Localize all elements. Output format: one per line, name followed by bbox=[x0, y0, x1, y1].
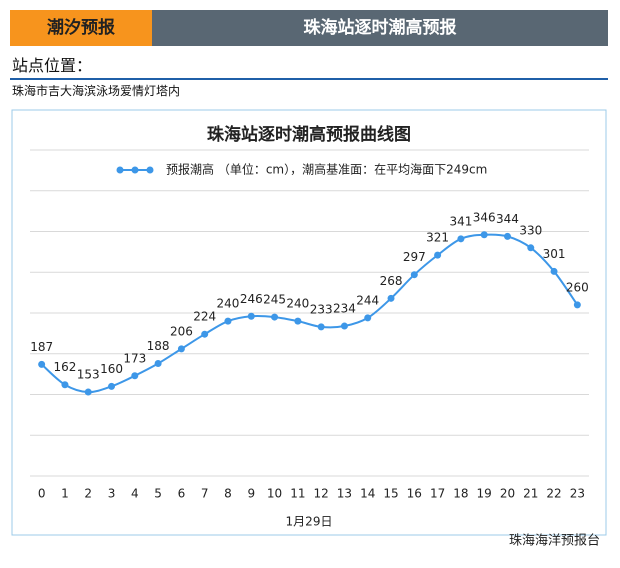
data-label: 341 bbox=[449, 214, 472, 228]
x-tick-label: 19 bbox=[477, 487, 492, 501]
x-tick-label: 4 bbox=[131, 487, 139, 501]
point bbox=[247, 312, 255, 320]
x-tick-label: 21 bbox=[523, 487, 538, 501]
data-label: 224 bbox=[193, 310, 216, 324]
x-tick-label: 13 bbox=[337, 487, 352, 501]
x-tick-label: 0 bbox=[38, 487, 46, 501]
header-title: 珠海站逐时潮高预报 bbox=[152, 10, 608, 46]
legend-marker bbox=[131, 166, 139, 174]
x-tick-label: 9 bbox=[247, 487, 255, 501]
data-label: 260 bbox=[566, 280, 589, 294]
point bbox=[108, 382, 116, 390]
point bbox=[294, 317, 302, 325]
point bbox=[154, 360, 162, 368]
point bbox=[84, 388, 92, 396]
point bbox=[271, 313, 279, 321]
x-tick-label: 10 bbox=[267, 487, 282, 501]
point bbox=[224, 317, 232, 325]
point bbox=[177, 345, 185, 353]
data-label: 162 bbox=[53, 360, 76, 374]
legend-marker bbox=[146, 166, 154, 174]
x-tick-label: 14 bbox=[360, 487, 375, 501]
point bbox=[410, 271, 418, 279]
point bbox=[527, 244, 535, 252]
data-label: 188 bbox=[147, 339, 170, 353]
point bbox=[201, 330, 209, 338]
data-label: 240 bbox=[286, 297, 309, 311]
data-label: 245 bbox=[263, 293, 286, 307]
x-tick-label: 7 bbox=[201, 487, 209, 501]
point bbox=[457, 235, 465, 243]
point bbox=[503, 232, 511, 240]
x-tick-label: 15 bbox=[383, 487, 398, 501]
data-label: 301 bbox=[543, 247, 566, 261]
x-tick-label: 18 bbox=[453, 487, 468, 501]
x-tick-label: 23 bbox=[570, 487, 585, 501]
data-label: 240 bbox=[217, 297, 240, 311]
legend-marker bbox=[116, 166, 124, 174]
data-label: 330 bbox=[519, 223, 542, 237]
data-label: 160 bbox=[100, 362, 123, 376]
data-label: 234 bbox=[333, 302, 356, 316]
station-label: 站点位置： bbox=[12, 56, 93, 75]
point bbox=[364, 314, 372, 322]
x-tick-label: 8 bbox=[224, 487, 232, 501]
point bbox=[131, 372, 139, 380]
data-label: 346 bbox=[473, 210, 496, 224]
divider bbox=[10, 78, 608, 80]
x-tick-label: 20 bbox=[500, 487, 515, 501]
data-label: 244 bbox=[356, 293, 379, 307]
point bbox=[550, 267, 558, 275]
point bbox=[480, 231, 488, 239]
x-tick-label: 22 bbox=[546, 487, 561, 501]
x-tick-label: 11 bbox=[290, 487, 305, 501]
x-tick-label: 1 bbox=[61, 487, 69, 501]
x-axis-label: 1月29日 bbox=[286, 515, 333, 529]
x-tick-label: 3 bbox=[108, 487, 116, 501]
chart-title: 珠海站逐时潮高预报曲线图 bbox=[207, 124, 411, 145]
tab[interactable]: 潮汐预报 bbox=[10, 10, 152, 46]
data-label: 344 bbox=[496, 212, 519, 226]
watermark: 珠海海洋预报台 bbox=[509, 534, 600, 549]
data-label: 153 bbox=[77, 368, 100, 382]
point bbox=[434, 251, 442, 259]
data-label: 268 bbox=[380, 274, 403, 288]
point bbox=[317, 323, 325, 331]
data-label: 173 bbox=[123, 351, 146, 365]
data-label: 246 bbox=[240, 292, 263, 306]
point bbox=[387, 294, 395, 302]
data-label: 233 bbox=[310, 302, 333, 316]
point bbox=[573, 301, 581, 309]
x-tick-label: 6 bbox=[178, 487, 186, 501]
legend-label: 预报潮高 （单位：cm），潮高基准面：在平均海面下249cm bbox=[166, 162, 487, 177]
chart-frame bbox=[11, 109, 607, 536]
data-label: 297 bbox=[403, 250, 426, 264]
data-label: 321 bbox=[426, 231, 449, 245]
point bbox=[61, 381, 69, 389]
data-label: 187 bbox=[30, 340, 53, 354]
station: 珠海市吉大海滨泳场爱情灯塔内 bbox=[12, 84, 181, 98]
x-tick-label: 12 bbox=[314, 487, 329, 501]
x-tick-label: 5 bbox=[154, 487, 162, 501]
point bbox=[340, 322, 348, 330]
x-tick-label: 2 bbox=[84, 487, 92, 501]
data-label: 206 bbox=[170, 324, 193, 338]
x-tick-label: 16 bbox=[407, 487, 422, 501]
point bbox=[38, 360, 46, 368]
x-tick-label: 17 bbox=[430, 487, 445, 501]
